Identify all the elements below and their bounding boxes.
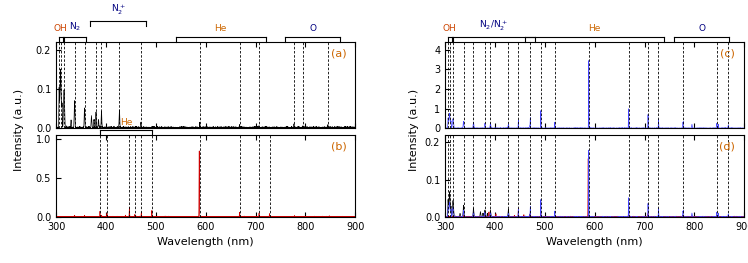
X-axis label: Wavelength (nm): Wavelength (nm) [157, 237, 254, 247]
Text: Intensity (a.u.): Intensity (a.u.) [13, 88, 24, 171]
Text: Intensity (a.u.): Intensity (a.u.) [409, 88, 420, 171]
Text: N$_2$/N$_2^+$: N$_2$/N$_2^+$ [479, 19, 508, 33]
Text: (d): (d) [720, 141, 735, 151]
Text: He: He [215, 24, 227, 33]
Text: (c): (c) [720, 49, 735, 59]
Text: OH: OH [443, 24, 457, 33]
Text: (b): (b) [331, 141, 346, 151]
Text: (a): (a) [331, 49, 346, 59]
Text: N$_2^+$: N$_2^+$ [111, 3, 125, 17]
Text: N$_2$: N$_2$ [69, 21, 81, 33]
Text: OH: OH [54, 24, 68, 33]
X-axis label: Wavelength (nm): Wavelength (nm) [546, 237, 643, 247]
Text: O: O [699, 24, 705, 33]
Text: He: He [589, 24, 601, 33]
Text: He: He [120, 118, 132, 127]
Text: O: O [310, 24, 316, 33]
